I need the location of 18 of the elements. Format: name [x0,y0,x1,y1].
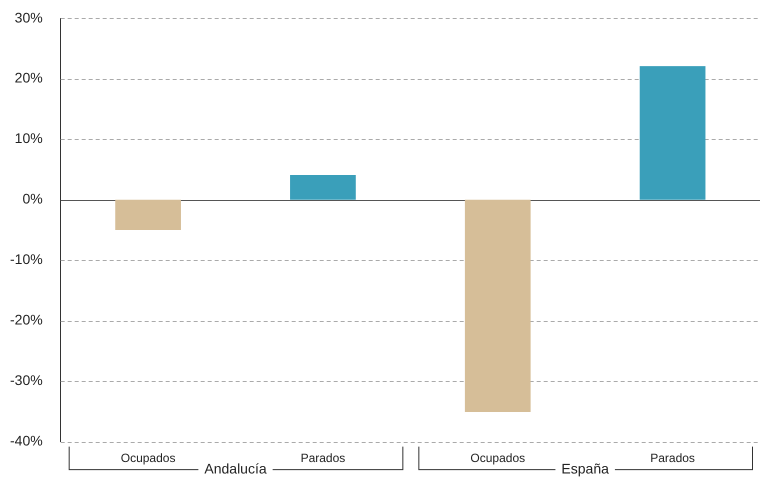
y-tick-label: -10% [10,251,43,268]
y-tick-label: 10% [14,130,43,146]
y-tick-label: -30% [10,372,43,388]
x-tick-label: Parados [300,451,346,466]
x-tick-label: Ocupados [120,451,176,466]
y-tick-label: -40% [10,432,43,448]
y-tick-label: -20% [10,312,43,328]
text: Andalucía [204,460,267,476]
x-tick-label: Parados [650,451,695,466]
bar [464,200,531,412]
x-tick-label: Ocupados [470,451,526,466]
y-tick-label: 20% [14,70,43,86]
bar [290,174,356,200]
bar [640,66,706,200]
y-tick-label: 0% [22,190,43,207]
y-tick-label: 30% [14,9,43,26]
bar [115,200,181,230]
text: España [561,460,610,476]
